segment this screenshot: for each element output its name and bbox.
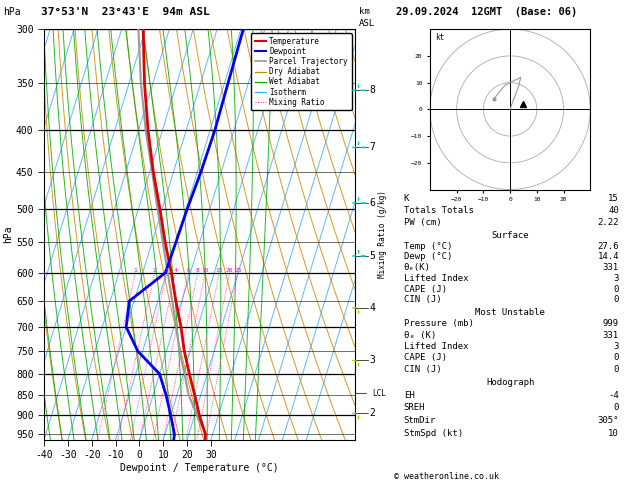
Text: 10: 10 xyxy=(608,429,619,437)
Text: 999: 999 xyxy=(603,319,619,328)
Text: 2.22: 2.22 xyxy=(598,218,619,227)
Text: Pressure (mb): Pressure (mb) xyxy=(404,319,474,328)
X-axis label: Dewpoint / Temperature (°C): Dewpoint / Temperature (°C) xyxy=(120,463,279,473)
Text: K: K xyxy=(404,193,409,203)
Text: LCL: LCL xyxy=(372,389,387,398)
Text: Mixing Ratio (g/kg): Mixing Ratio (g/kg) xyxy=(377,191,387,278)
Text: ASL: ASL xyxy=(359,19,375,29)
Text: CAPE (J): CAPE (J) xyxy=(404,285,447,294)
Text: 7: 7 xyxy=(370,142,376,153)
Text: 0: 0 xyxy=(613,403,619,412)
Text: 331: 331 xyxy=(603,330,619,340)
Text: 20: 20 xyxy=(226,268,233,273)
Text: 4: 4 xyxy=(174,268,177,273)
Text: Temp (°C): Temp (°C) xyxy=(404,242,452,250)
Text: 3: 3 xyxy=(165,268,169,273)
Text: EH: EH xyxy=(404,391,415,399)
Text: Hodograph: Hodograph xyxy=(486,378,534,387)
Text: 0: 0 xyxy=(613,364,619,374)
Text: 14.4: 14.4 xyxy=(598,252,619,261)
Text: -4: -4 xyxy=(608,391,619,399)
Text: 305°: 305° xyxy=(598,416,619,425)
Text: CIN (J): CIN (J) xyxy=(404,295,442,304)
Text: StmDir: StmDir xyxy=(404,416,436,425)
Text: 3: 3 xyxy=(370,355,376,365)
Text: Lifted Index: Lifted Index xyxy=(404,274,468,283)
Text: 10: 10 xyxy=(201,268,209,273)
Text: © weatheronline.co.uk: © weatheronline.co.uk xyxy=(394,472,499,481)
Text: 5: 5 xyxy=(370,251,376,261)
Text: 25: 25 xyxy=(234,268,242,273)
Text: 6: 6 xyxy=(186,268,190,273)
Text: SREH: SREH xyxy=(404,403,425,412)
Text: 2: 2 xyxy=(370,408,376,418)
Text: PW (cm): PW (cm) xyxy=(404,218,442,227)
Text: Most Unstable: Most Unstable xyxy=(475,308,545,317)
Text: 3: 3 xyxy=(613,274,619,283)
Text: θₑ (K): θₑ (K) xyxy=(404,330,436,340)
Text: 0: 0 xyxy=(613,353,619,362)
Text: CAPE (J): CAPE (J) xyxy=(404,353,447,362)
Text: 37°53'N  23°43'E  94m ASL: 37°53'N 23°43'E 94m ASL xyxy=(41,7,209,17)
Text: Totals Totals: Totals Totals xyxy=(404,206,474,215)
Legend: Temperature, Dewpoint, Parcel Trajectory, Dry Adiabat, Wet Adiabat, Isotherm, Mi: Temperature, Dewpoint, Parcel Trajectory… xyxy=(251,33,352,110)
Text: 331: 331 xyxy=(603,263,619,272)
Text: 2: 2 xyxy=(153,268,157,273)
Text: 8: 8 xyxy=(196,268,199,273)
Text: 4: 4 xyxy=(370,303,376,313)
Text: Dewp (°C): Dewp (°C) xyxy=(404,252,452,261)
Text: 40: 40 xyxy=(608,206,619,215)
Text: 1: 1 xyxy=(133,268,137,273)
Text: θₑ(K): θₑ(K) xyxy=(404,263,430,272)
Text: 29.09.2024  12GMT  (Base: 06): 29.09.2024 12GMT (Base: 06) xyxy=(396,7,577,17)
Text: kt: kt xyxy=(435,33,445,42)
Text: StmSpd (kt): StmSpd (kt) xyxy=(404,429,463,437)
Text: Surface: Surface xyxy=(491,231,529,240)
Text: CIN (J): CIN (J) xyxy=(404,364,442,374)
Text: Lifted Index: Lifted Index xyxy=(404,342,468,351)
Text: 3: 3 xyxy=(613,342,619,351)
Text: hPa: hPa xyxy=(3,7,21,17)
Text: km: km xyxy=(359,7,369,17)
Text: 27.6: 27.6 xyxy=(598,242,619,250)
Text: 0: 0 xyxy=(613,285,619,294)
Text: 0: 0 xyxy=(613,295,619,304)
Text: 15: 15 xyxy=(608,193,619,203)
Text: 15: 15 xyxy=(216,268,223,273)
Text: 8: 8 xyxy=(370,86,376,95)
Text: 6: 6 xyxy=(370,198,376,208)
Y-axis label: hPa: hPa xyxy=(3,226,13,243)
